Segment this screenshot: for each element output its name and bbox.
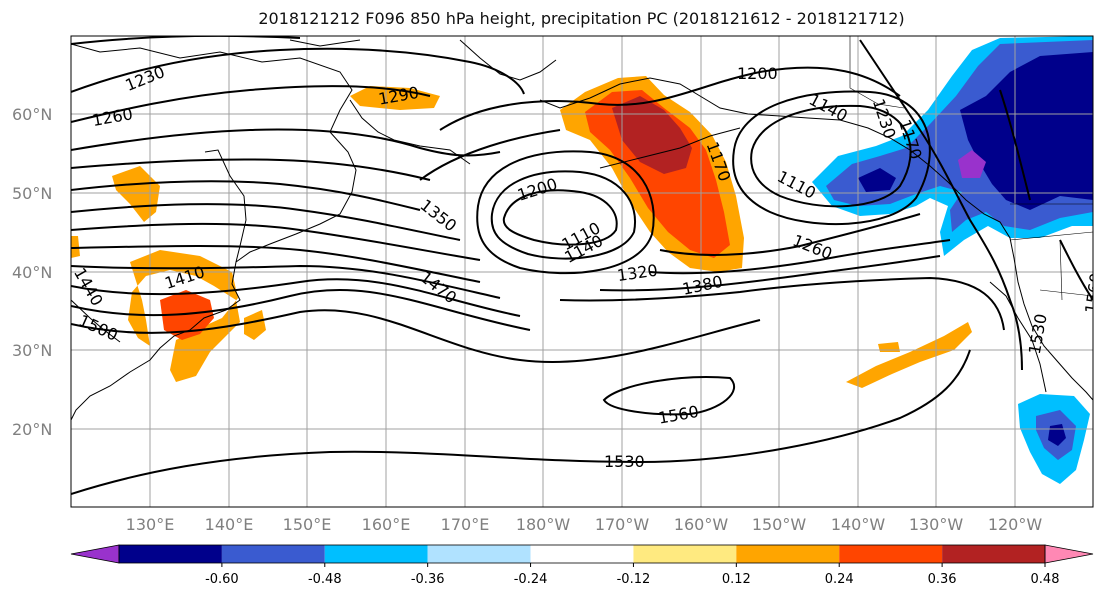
colorbar-extend-high	[1044, 544, 1094, 564]
coastlines	[71, 39, 1093, 421]
contour-label: 1560	[1081, 272, 1105, 315]
lon-label: 140°W	[831, 515, 886, 534]
colorbar-swatches	[70, 544, 1094, 564]
contour-label: 1530	[604, 452, 645, 471]
colorbar-swatch	[839, 545, 943, 563]
positive-anomaly-japan-inner	[160, 290, 214, 340]
colorbar-tick-label: 0.36	[928, 572, 957, 587]
borders	[849, 36, 1093, 301]
lon-label: 150°E	[283, 515, 332, 534]
colorbar-swatch	[633, 545, 737, 563]
colorbar-swatch	[736, 545, 840, 563]
colorbar-extend-low	[70, 544, 120, 564]
height-contours	[71, 36, 1093, 495]
lon-label: 150°W	[752, 515, 807, 534]
colorbar-tick-label: -0.48	[308, 572, 342, 587]
map-frame	[70, 35, 1094, 508]
lat-label: 30°N	[12, 341, 52, 360]
positive-anomaly-japan	[128, 250, 240, 382]
colorbar-tick-label: -0.12	[617, 572, 651, 587]
lat-label: 50°N	[12, 184, 52, 203]
lat-label: 60°N	[12, 105, 52, 124]
colorbar-tick-label: -0.24	[514, 572, 548, 587]
positive-anomaly-small1	[244, 310, 266, 340]
latitude-labels: 60°N 50°N 40°N 30°N 20°N	[12, 105, 52, 439]
positive-anomaly-siberia	[350, 86, 440, 110]
colorbar-swatch	[942, 545, 1045, 563]
colorbar-swatch	[221, 545, 325, 563]
lon-label: 180°W	[516, 515, 571, 534]
negative-anomaly-pacific-nw-core2	[858, 168, 896, 192]
colorbar-ticks: -0.60 -0.48 -0.36 -0.24 -0.12 0.12 0.24 0.36 0.4…	[205, 563, 1060, 587]
positive-anomaly-gulf-alaska-core	[612, 96, 692, 174]
colorbar-outline	[118, 544, 1046, 564]
lon-label: 120°W	[988, 515, 1043, 534]
colorbar-tick-label: 0.48	[1031, 572, 1060, 587]
map-title: 2018121212 F096 850 hPa height, precipit…	[258, 9, 905, 28]
colorbar-tick-label: 0.24	[825, 572, 854, 587]
colorbar-swatch	[119, 545, 222, 563]
lon-label: 130°E	[126, 515, 175, 534]
colorbar: -0.60 -0.48 -0.36 -0.24 -0.12 0.12 0.24 0.36 0.4…	[70, 544, 1094, 587]
colorbar-tick-label: -0.36	[411, 572, 445, 587]
colorbar-tick-label: 0.12	[722, 572, 751, 587]
lon-label: 160°E	[362, 515, 411, 534]
lon-label: 140°E	[205, 515, 254, 534]
lon-label: 160°W	[674, 515, 729, 534]
negative-anomaly-extreme	[958, 150, 986, 178]
lat-label: 40°N	[12, 263, 52, 282]
colorbar-tick-label: -0.60	[205, 572, 239, 587]
positive-anomaly-kuril	[112, 166, 160, 222]
colorbar-swatch	[324, 545, 428, 563]
lon-label: 130°W	[909, 515, 964, 534]
lon-label: 170°E	[441, 515, 490, 534]
colorbar-swatch	[427, 545, 531, 563]
lon-label: 170°W	[595, 515, 650, 534]
lat-label: 20°N	[12, 420, 52, 439]
contour-label: 1200	[737, 64, 778, 83]
colorbar-swatch	[530, 545, 634, 563]
longitude-labels: 130°E 140°E 150°E 160°E 170°E 180°W 170°…	[126, 515, 1043, 534]
positive-anomaly-subtropical	[846, 322, 972, 388]
negative-anomaly-pacific-nw-core	[960, 52, 1093, 210]
